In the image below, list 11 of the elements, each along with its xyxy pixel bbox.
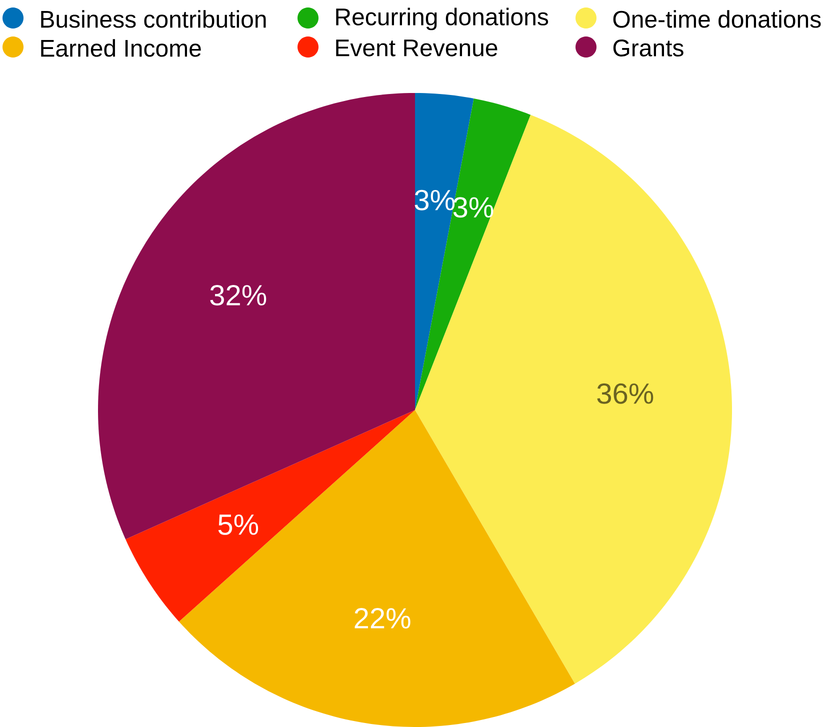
legend-label: Earned Income — [41, 39, 201, 57]
data-label: 3% — [453, 197, 494, 218]
data-label: 36% — [597, 383, 654, 404]
data-label: 22% — [354, 608, 410, 628]
legend-label: Event Revenue — [336, 40, 498, 56]
legend-label: One-time donations — [613, 10, 821, 28]
data-label: 32% — [210, 285, 266, 306]
data-label: 5% — [218, 514, 258, 535]
legend-label: Business contribution — [41, 10, 266, 28]
legend-label: Recurring donations — [336, 8, 548, 30]
legend-label: Grants — [613, 40, 684, 56]
